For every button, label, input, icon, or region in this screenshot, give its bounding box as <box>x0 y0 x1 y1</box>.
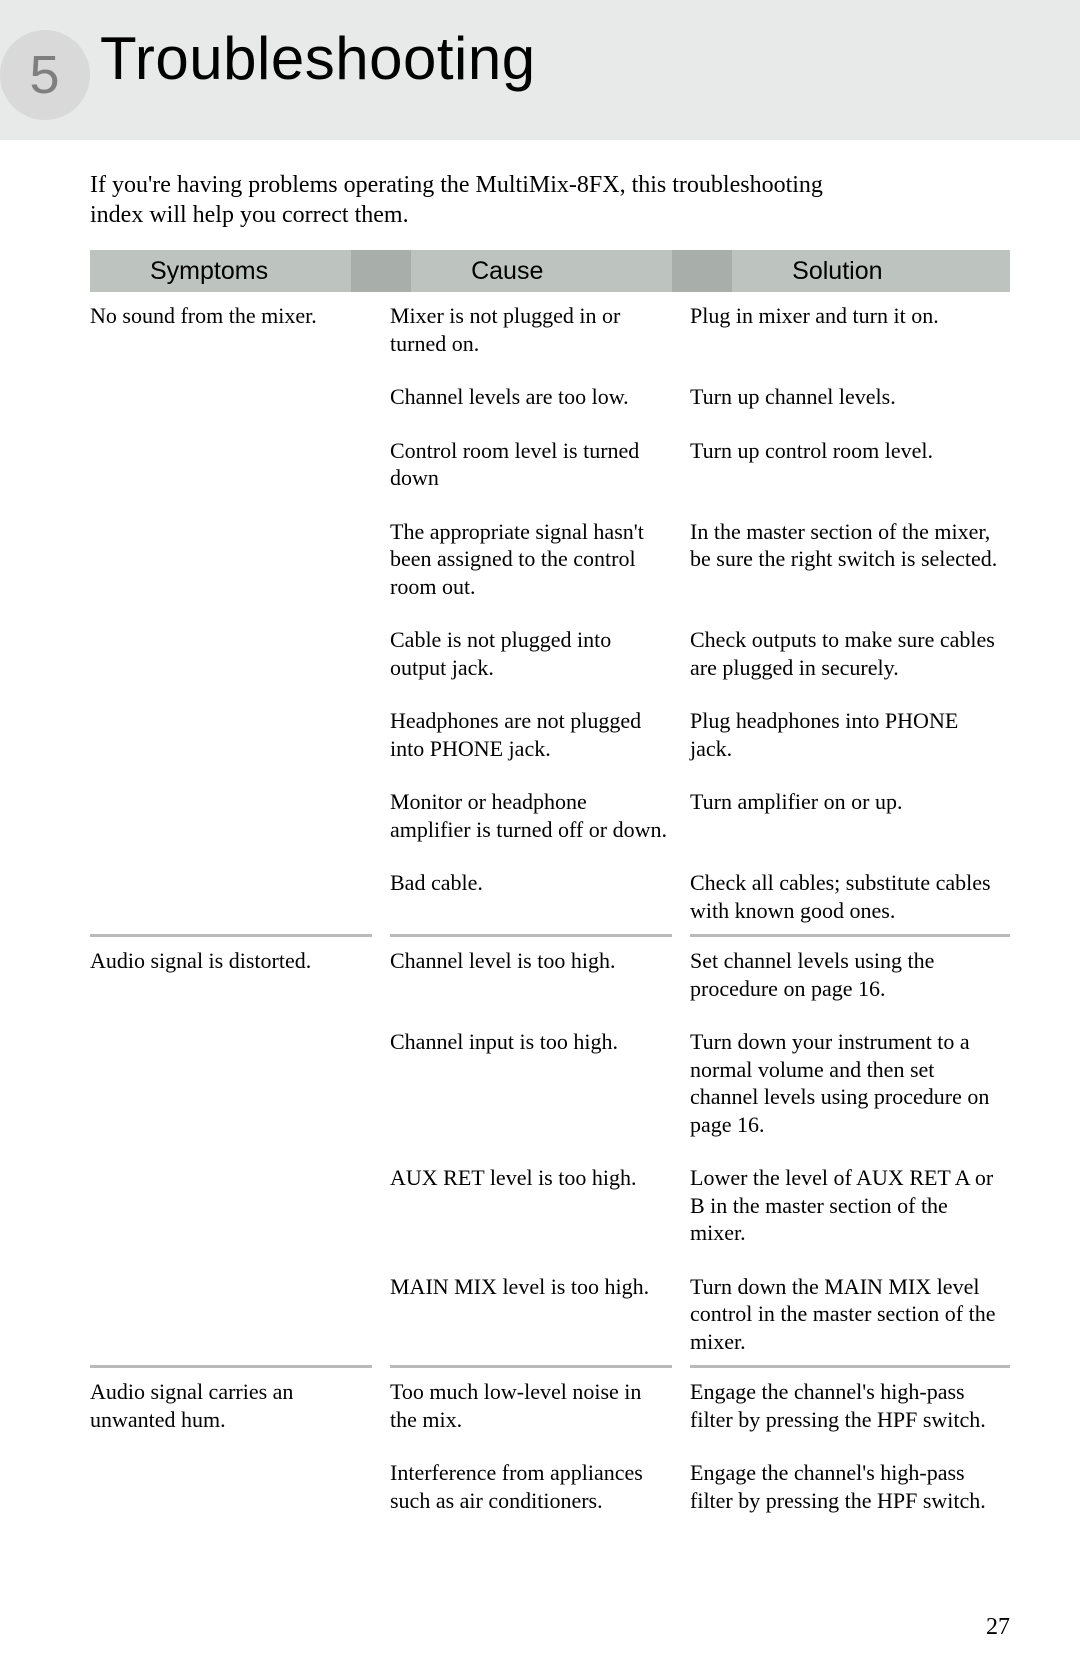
solution-cell: Plug in mixer and turn it on. <box>690 302 1010 357</box>
cause-cell: Control room level is turned down <box>390 437 690 492</box>
cause-cell: Headphones are not plugged into PHONE ja… <box>390 707 690 762</box>
cause-cell: Interference from appliances such as air… <box>390 1459 690 1514</box>
table-row: Cable is not plugged into output jack. C… <box>390 626 1010 681</box>
symptom-cell: Audio signal carries an unwanted hum. <box>90 1378 390 1524</box>
group-divider <box>90 934 1010 937</box>
chapter-title: Troubleshooting <box>100 24 536 93</box>
table-row: Bad cable. Check all cables; substitute … <box>390 869 1010 924</box>
solution-cell: Turn up control room level. <box>690 437 1010 492</box>
table-header-row: Symptoms Cause Solution <box>90 250 1010 292</box>
solution-cell: Turn amplifier on or up. <box>690 788 1010 843</box>
symptom-cell: Audio signal is distorted. <box>90 947 390 1365</box>
symptom-group: No sound from the mixer. Mixer is not pl… <box>90 292 1010 934</box>
cause-cell: AUX RET level is too high. <box>390 1164 690 1247</box>
solution-cell: Turn down the MAIN MIX level control in … <box>690 1273 1010 1356</box>
table-row: Mixer is not plugged in or turned on. Pl… <box>390 302 1010 357</box>
table-row: Channel level is too high. Set channel l… <box>390 947 1010 1002</box>
cause-cell: Channel levels are too low. <box>390 383 690 411</box>
table-row: Interference from appliances such as air… <box>390 1459 1010 1514</box>
solution-cell: Lower the level of AUX RET A or B in the… <box>690 1164 1010 1247</box>
cause-cell: Channel input is too high. <box>390 1028 690 1138</box>
symptom-cell: No sound from the mixer. <box>90 302 390 934</box>
symptom-group: Audio signal is distorted. Channel level… <box>90 937 1010 1365</box>
solution-cell: Turn down your instrument to a normal vo… <box>690 1028 1010 1138</box>
cause-cell: Bad cable. <box>390 869 690 924</box>
col-header-solution: Solution <box>732 250 1010 292</box>
table-row: Control room level is turned down Turn u… <box>390 437 1010 492</box>
table-row: MAIN MIX level is too high. Turn down th… <box>390 1273 1010 1356</box>
intro-paragraph: If you're having problems operating the … <box>90 170 850 230</box>
col-header-symptoms: Symptoms <box>90 250 351 292</box>
cause-cell: Monitor or headphone amplifier is turned… <box>390 788 690 843</box>
cause-cell: Mixer is not plugged in or turned on. <box>390 302 690 357</box>
solution-cell: Engage the channel's high-pass filter by… <box>690 1378 1010 1433</box>
cause-cell: MAIN MIX level is too high. <box>390 1273 690 1356</box>
group-divider <box>90 1365 1010 1368</box>
table-row: Monitor or headphone amplifier is turned… <box>390 788 1010 843</box>
solution-cell: Set channel levels using the procedure o… <box>690 947 1010 1002</box>
col-header-cause: Cause <box>411 250 672 292</box>
table-row: Channel input is too high. Turn down you… <box>390 1028 1010 1138</box>
table-row: AUX RET level is too high. Lower the lev… <box>390 1164 1010 1247</box>
table-row: Channel levels are too low. Turn up chan… <box>390 383 1010 411</box>
page-number: 27 <box>0 1614 1010 1641</box>
chapter-number: 5 <box>0 30 90 120</box>
table-row: Headphones are not plugged into PHONE ja… <box>390 707 1010 762</box>
solution-cell: Turn up channel levels. <box>690 383 1010 411</box>
cause-cell: Cable is not plugged into output jack. <box>390 626 690 681</box>
symptom-group: Audio signal carries an unwanted hum. To… <box>90 1368 1010 1524</box>
page-header: 5 Troubleshooting <box>0 0 1080 140</box>
solution-cell: In the master section of the mixer, be s… <box>690 518 1010 601</box>
solution-cell: Check outputs to make sure cables are pl… <box>690 626 1010 681</box>
solution-cell: Plug headphones into PHONE jack. <box>690 707 1010 762</box>
solution-cell: Check all cables; substitute cables with… <box>690 869 1010 924</box>
cause-cell: Channel level is too high. <box>390 947 690 1002</box>
table-row: Too much low-level noise in the mix. Eng… <box>390 1378 1010 1433</box>
table-body: No sound from the mixer. Mixer is not pl… <box>90 292 1010 1524</box>
cause-cell: The appropriate signal hasn't been assig… <box>390 518 690 601</box>
table-row: The appropriate signal hasn't been assig… <box>390 518 1010 601</box>
troubleshooting-table: Symptoms Cause Solution No sound from th… <box>90 250 1010 1524</box>
solution-cell: Engage the channel's high-pass filter by… <box>690 1459 1010 1514</box>
cause-cell: Too much low-level noise in the mix. <box>390 1378 690 1433</box>
